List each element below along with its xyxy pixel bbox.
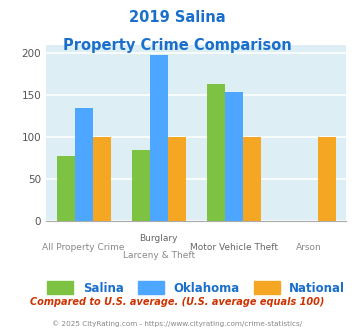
Text: Motor Vehicle Theft: Motor Vehicle Theft bbox=[190, 243, 278, 251]
Bar bbox=[75, 108, 93, 221]
Bar bbox=[318, 137, 335, 221]
Bar bbox=[93, 137, 111, 221]
Bar bbox=[150, 55, 168, 221]
Text: Arson: Arson bbox=[296, 243, 322, 251]
Text: Larceny & Theft: Larceny & Theft bbox=[122, 251, 195, 260]
Bar bbox=[168, 137, 186, 221]
Text: 2019 Salina: 2019 Salina bbox=[129, 10, 226, 25]
Text: All Property Crime: All Property Crime bbox=[42, 243, 125, 251]
Text: Compared to U.S. average. (U.S. average equals 100): Compared to U.S. average. (U.S. average … bbox=[30, 297, 325, 307]
Legend: Salina, Oklahoma, National: Salina, Oklahoma, National bbox=[43, 277, 350, 299]
Bar bbox=[242, 137, 261, 221]
Text: Burglary: Burglary bbox=[140, 234, 178, 243]
Bar bbox=[225, 92, 242, 221]
Bar bbox=[207, 84, 225, 221]
Text: © 2025 CityRating.com - https://www.cityrating.com/crime-statistics/: © 2025 CityRating.com - https://www.city… bbox=[53, 320, 302, 327]
Text: Property Crime Comparison: Property Crime Comparison bbox=[63, 38, 292, 53]
Bar bbox=[57, 155, 75, 221]
Bar bbox=[132, 149, 150, 221]
